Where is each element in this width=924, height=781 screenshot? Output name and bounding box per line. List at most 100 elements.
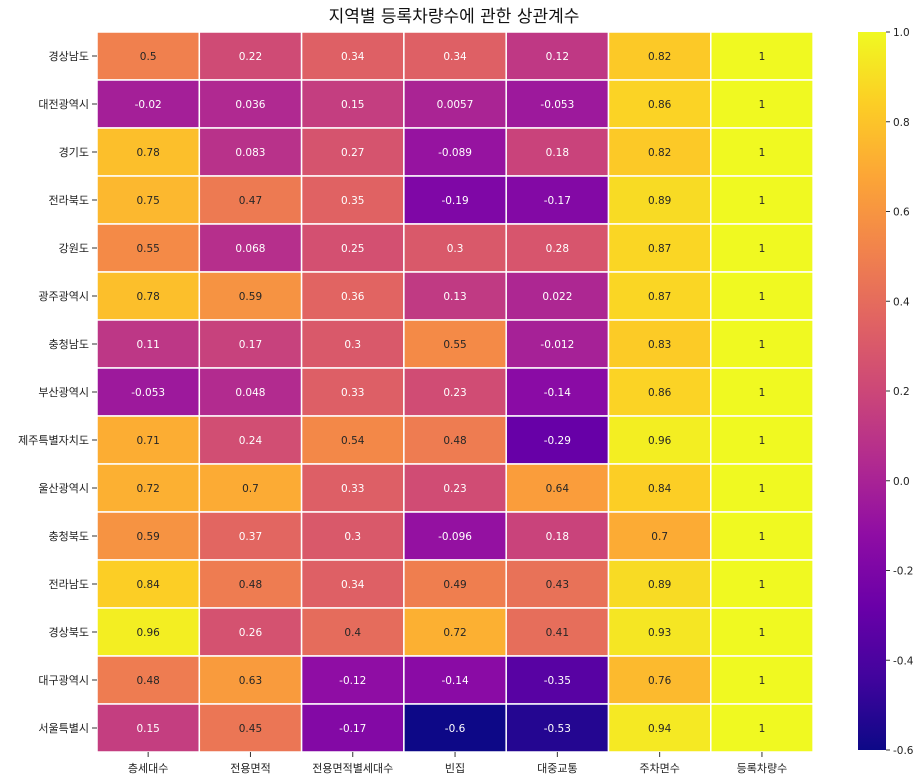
- cell-value-label: 0.18: [546, 147, 569, 159]
- cell-value-label: -0.12: [339, 675, 366, 687]
- cell-value-label: -0.17: [339, 723, 366, 735]
- cell-value-label: 1: [759, 531, 766, 543]
- heatmap-cell: [505, 367, 610, 417]
- heatmap-cell: [710, 655, 814, 705]
- cell-value-label: 0.82: [648, 147, 671, 159]
- cell-value-label: 0.41: [546, 627, 569, 639]
- cell-value-label: -0.053: [131, 387, 165, 399]
- cell-value-label: 0.22: [239, 51, 262, 63]
- heatmap-cell: [96, 559, 201, 609]
- cell-value-label: 1: [759, 483, 766, 495]
- heatmap-cell: [96, 319, 201, 369]
- heatmap-cell: [710, 79, 814, 129]
- heatmap-cell: [96, 31, 201, 81]
- cell-value-label: 0.94: [648, 723, 672, 735]
- heatmap-cell: [607, 559, 712, 609]
- column-label: 주차면수: [639, 762, 679, 775]
- cell-value-label: 0.15: [341, 99, 364, 111]
- cell-value-label: 0.84: [648, 483, 672, 495]
- cell-value-label: 0.036: [235, 99, 265, 111]
- row-label: 충청남도: [49, 338, 89, 351]
- row-label: 대전광역시: [38, 98, 89, 111]
- heatmap-cell: [607, 463, 712, 513]
- heatmap-cell: [710, 607, 814, 657]
- row-label: 서울특별시: [38, 722, 89, 735]
- cell-value-label: 0.083: [235, 147, 265, 159]
- cell-value-label: 0.048: [235, 387, 265, 399]
- row-label: 대구광역시: [38, 674, 89, 687]
- heatmap-cell: [505, 511, 610, 561]
- row-label: 충청북도: [49, 530, 89, 543]
- heatmap-cell: [198, 703, 303, 753]
- heatmap-cell: [505, 559, 610, 609]
- heatmap-cell: [607, 127, 712, 177]
- cell-value-label: -0.089: [438, 147, 472, 159]
- heatmap-cell: [505, 703, 610, 753]
- column-label: 전용면적별세대수: [312, 762, 393, 775]
- heatmap-cell: [403, 559, 507, 609]
- heatmap-cell: [96, 271, 201, 321]
- cell-value-label: 0.36: [341, 291, 365, 303]
- row-label: 제주특별자치도: [18, 434, 89, 447]
- heatmap-cell: [198, 31, 303, 81]
- cell-value-label: 1: [759, 339, 766, 351]
- heatmap-cells: 0.5 0.22 0.34 0.34 0.12 0.82 1 -0.02 0.036 0.15 0.…: [96, 31, 814, 753]
- row-labels: 경상남도대전광역시경기도전라북도강원도광주광역시충청남도부산광역시제주특별자치도…: [18, 50, 97, 735]
- cell-value-label: 0.33: [341, 483, 364, 495]
- colorbar: -0.6 -0.4 -0.2 0.0 0.2 0.4 0.6 0.8 1.0: [858, 27, 914, 757]
- cell-value-label: 0.45: [239, 723, 262, 735]
- heatmap-cell: [710, 271, 814, 321]
- heatmap-cell: [505, 271, 610, 321]
- heatmap-cell: [710, 703, 814, 753]
- heatmap-cell: [198, 367, 303, 417]
- heatmap-cell: [403, 367, 507, 417]
- heatmap-cell: [300, 415, 405, 465]
- column-labels: 층세대수 전용면적 전용면적별세대수 빈집 대중교통 주차면수 등록차량수: [128, 752, 787, 775]
- heatmap-cell: [710, 463, 814, 513]
- heatmap-cell: [403, 655, 507, 705]
- cell-value-label: 0.43: [546, 579, 569, 591]
- heatmap-cell: [505, 607, 610, 657]
- cell-value-label: -0.53: [544, 723, 571, 735]
- cell-value-label: 0.068: [235, 243, 265, 255]
- cell-value-label: 0.48: [443, 435, 466, 447]
- colorbar-tick-label: 1.0: [893, 27, 910, 39]
- cell-value-label: -0.35: [544, 675, 571, 687]
- cell-value-label: 0.63: [239, 675, 262, 687]
- heatmap-cell: [198, 175, 303, 225]
- cell-value-label: 0.35: [341, 195, 364, 207]
- cell-value-label: 1: [759, 51, 766, 63]
- cell-value-label: 0.59: [136, 531, 159, 543]
- cell-value-label: 0.89: [648, 195, 671, 207]
- heatmap-cell: [300, 463, 405, 513]
- cell-value-label: 0.23: [443, 387, 466, 399]
- cell-value-label: 0.93: [648, 627, 671, 639]
- heatmap-cell: [300, 607, 405, 657]
- heatmap-cell: [300, 511, 405, 561]
- cell-value-label: 1: [759, 387, 766, 399]
- row-label: 부산광역시: [38, 386, 89, 399]
- heatmap-cell: [96, 175, 201, 225]
- cell-value-label: -0.17: [544, 195, 571, 207]
- colorbar-tick-label: -0.2: [893, 566, 914, 578]
- heatmap-cell: [505, 79, 610, 129]
- cell-value-label: 1: [759, 627, 766, 639]
- cell-value-label: -0.14: [544, 387, 571, 399]
- heatmap-cell: [505, 415, 610, 465]
- colorbar-tick-label: 0.8: [893, 117, 910, 129]
- chart-title: 지역별 등록차량수에 관한 상관계수: [329, 7, 580, 27]
- cell-value-label: 1: [759, 147, 766, 159]
- heatmap-cell: [403, 271, 507, 321]
- cell-value-label: 0.83: [648, 339, 671, 351]
- heatmap-cell: [607, 511, 712, 561]
- colorbar-tick-label: 0.4: [893, 296, 910, 308]
- row-label: 광주광역시: [38, 290, 89, 303]
- cell-value-label: 0.27: [341, 147, 364, 159]
- heatmap-cell: [96, 463, 201, 513]
- heatmap-cell: [710, 175, 814, 225]
- cell-value-label: 0.7: [242, 483, 259, 495]
- column-label: 빈집: [445, 762, 465, 775]
- cell-value-label: 0.15: [136, 723, 159, 735]
- column-label: 등록차량수: [737, 762, 788, 775]
